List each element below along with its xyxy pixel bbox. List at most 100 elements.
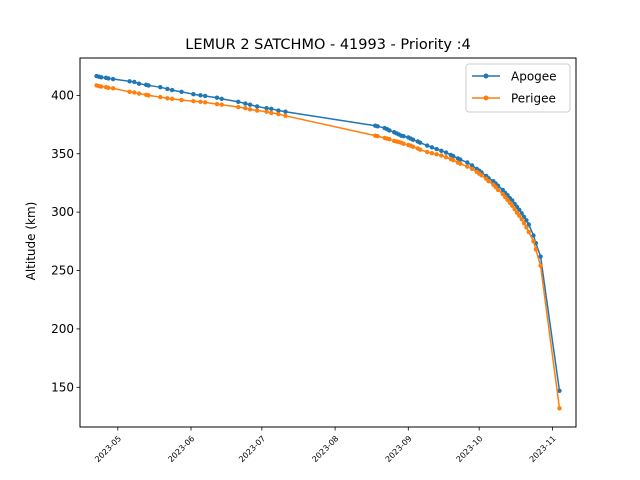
data-point-perigee bbox=[495, 187, 501, 193]
data-point-apogee bbox=[276, 108, 281, 113]
data-point-perigee bbox=[99, 84, 104, 89]
data-point-perigee bbox=[434, 152, 439, 157]
data-point-apogee bbox=[146, 83, 151, 88]
data-point-perigee bbox=[401, 141, 406, 147]
data-point-apogee bbox=[538, 254, 543, 259]
data-point-apogee bbox=[202, 93, 208, 99]
legend-marker-apogee bbox=[483, 73, 489, 79]
data-point-perigee bbox=[505, 197, 510, 203]
data-point-apogee bbox=[191, 91, 196, 97]
data-point-perigee bbox=[202, 100, 208, 105]
data-point-perigee bbox=[198, 99, 203, 104]
data-point-apogee bbox=[401, 134, 406, 139]
data-point-perigee bbox=[486, 178, 491, 184]
data-point-perigee bbox=[165, 96, 170, 101]
data-point-perigee bbox=[254, 108, 260, 113]
data-point-perigee bbox=[179, 97, 184, 103]
data-point-apogee bbox=[443, 150, 449, 155]
data-point-perigee bbox=[158, 94, 163, 100]
data-point-perigee bbox=[526, 229, 531, 235]
data-point-apogee bbox=[425, 143, 430, 148]
data-point-perigee bbox=[106, 85, 111, 90]
data-point-perigee bbox=[276, 111, 281, 117]
data-point-apogee bbox=[165, 86, 170, 92]
data-point-apogee bbox=[526, 222, 531, 227]
data-point-apogee bbox=[375, 124, 380, 129]
legend-label-perigee: Perigee bbox=[511, 92, 556, 106]
data-point-perigee bbox=[214, 101, 220, 107]
data-point-apogee bbox=[283, 109, 288, 114]
data-point-perigee bbox=[429, 150, 435, 156]
data-point-perigee bbox=[519, 216, 524, 222]
data-point-perigee bbox=[247, 107, 253, 112]
data-point-perigee bbox=[243, 106, 248, 111]
data-point-perigee bbox=[512, 207, 517, 212]
data-point-perigee bbox=[439, 153, 444, 158]
data-point-perigee bbox=[443, 155, 449, 160]
data-point-perigee bbox=[507, 200, 513, 205]
data-point-perigee bbox=[510, 203, 515, 208]
series-layer bbox=[94, 73, 562, 411]
data-point-apogee bbox=[214, 95, 220, 100]
legend-label-apogee: Apogee bbox=[511, 70, 557, 84]
data-point-perigee bbox=[493, 184, 498, 190]
data-point-apogee bbox=[434, 146, 439, 152]
data-point-apogee bbox=[243, 101, 248, 106]
data-point-apogee bbox=[106, 76, 111, 81]
y-tick-label: 150 bbox=[51, 380, 74, 394]
data-point-apogee bbox=[410, 137, 416, 142]
data-point-perigee bbox=[500, 191, 505, 197]
data-point-apogee bbox=[517, 207, 522, 213]
data-point-apogee bbox=[110, 76, 116, 82]
data-point-perigee bbox=[132, 90, 137, 95]
data-point-apogee bbox=[169, 87, 175, 93]
data-point-apogee bbox=[531, 233, 536, 238]
legend-marker-perigee bbox=[483, 95, 489, 101]
data-point-perigee bbox=[469, 166, 475, 172]
data-point-perigee bbox=[538, 263, 543, 269]
chart-title: LEMUR 2 SATCHMO - 41993 - Priority :4 bbox=[185, 37, 470, 53]
y-tick-label: 350 bbox=[51, 147, 74, 161]
data-point-perigee bbox=[531, 239, 536, 244]
data-point-perigee bbox=[557, 406, 562, 411]
data-point-perigee bbox=[283, 113, 288, 119]
y-axis-label: Altitude (km) bbox=[24, 202, 38, 281]
data-point-apogee bbox=[254, 104, 260, 109]
data-point-perigee bbox=[450, 157, 456, 163]
data-point-apogee bbox=[500, 187, 505, 193]
data-point-apogee bbox=[158, 84, 163, 90]
data-point-apogee bbox=[417, 140, 423, 145]
data-point-apogee bbox=[179, 89, 184, 95]
data-point-apogee bbox=[439, 148, 444, 154]
data-point-perigee bbox=[236, 104, 241, 110]
data-point-perigee bbox=[533, 247, 539, 252]
data-point-perigee bbox=[110, 86, 116, 91]
data-point-perigee bbox=[502, 194, 508, 200]
legend: Apogee Perigee bbox=[465, 63, 571, 113]
data-point-apogee bbox=[99, 75, 104, 80]
data-point-apogee bbox=[387, 128, 392, 133]
data-point-perigee bbox=[425, 149, 430, 155]
data-point-apogee bbox=[127, 79, 132, 84]
data-point-perigee bbox=[191, 99, 196, 104]
data-point-apogee bbox=[450, 153, 456, 159]
data-point-perigee bbox=[136, 91, 142, 96]
data-point-apogee bbox=[132, 79, 137, 85]
y-tick-label: 300 bbox=[51, 205, 74, 219]
data-point-apogee bbox=[219, 96, 224, 102]
y-tick-label: 250 bbox=[51, 264, 74, 278]
data-point-apogee bbox=[198, 93, 203, 98]
data-point-apogee bbox=[247, 102, 253, 107]
plot-frame bbox=[79, 57, 577, 428]
data-point-perigee bbox=[417, 147, 423, 152]
data-point-perigee bbox=[465, 164, 470, 169]
y-tick-label: 400 bbox=[51, 88, 74, 102]
data-point-apogee bbox=[465, 160, 470, 165]
y-tick-label: 200 bbox=[51, 322, 74, 336]
data-point-perigee bbox=[517, 213, 522, 218]
data-point-perigee bbox=[169, 96, 175, 102]
data-point-perigee bbox=[127, 89, 132, 95]
data-point-apogee bbox=[264, 106, 269, 111]
data-point-apogee bbox=[557, 388, 562, 394]
